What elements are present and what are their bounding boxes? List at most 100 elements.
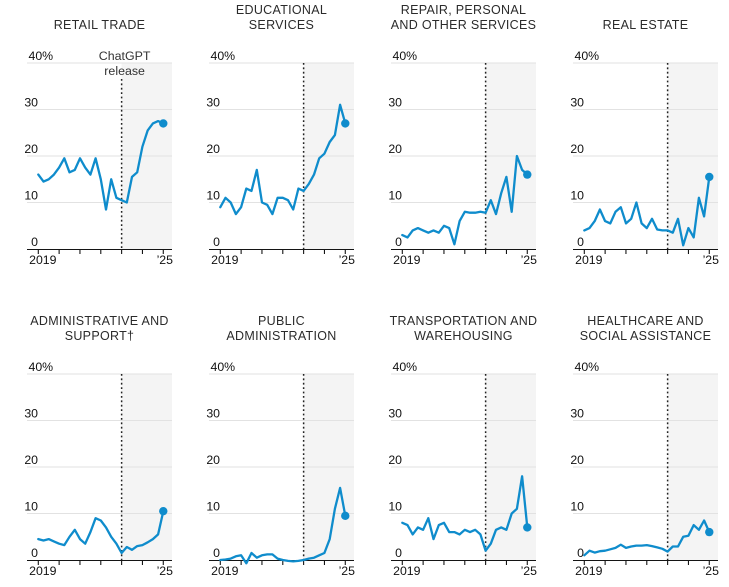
x-tick-label-first: 2019 xyxy=(29,564,57,578)
panel-title-line: REPAIR, PERSONAL xyxy=(400,3,527,17)
panel-title: RETAIL TRADE xyxy=(0,2,182,42)
y-tick-label: 30 xyxy=(388,407,402,421)
series-line xyxy=(401,475,529,552)
x-tick-label-last: ’25 xyxy=(339,564,356,578)
panel-title-line: SERVICES xyxy=(248,18,315,32)
y-tick-label: 30 xyxy=(388,96,402,110)
panel-title-line: HEALTHCARE AND xyxy=(587,314,704,328)
x-tick-label-last: ’25 xyxy=(157,564,174,578)
y-tick-label: 0 xyxy=(577,546,584,560)
panel-title: ADMINISTRATIVE AND SUPPORT† xyxy=(0,313,182,353)
x-tick-label-last: ’25 xyxy=(157,253,174,267)
y-tick-label: 30 xyxy=(24,96,38,110)
y-tick-label: 0 xyxy=(395,235,402,249)
y-tick-label: 40% xyxy=(393,360,418,374)
x-tick-label-first: 2019 xyxy=(211,253,239,267)
chatgpt-release-annotation-line: release xyxy=(104,64,145,78)
panel-healthcare-and-social-assistance: HEALTHCARE AND SOCIAL ASSISTANCE 0 10 20 30 40… xyxy=(546,313,728,587)
y-tick-label: 30 xyxy=(570,96,584,110)
endpoint-dot xyxy=(705,527,714,537)
x-tick-label-first: 2019 xyxy=(211,564,239,578)
endpoint-dot xyxy=(523,170,532,179)
y-tick-label: 20 xyxy=(24,142,38,156)
y-tick-label: 10 xyxy=(24,189,38,203)
panel-title-line: REAL ESTATE xyxy=(602,18,689,32)
chart-educational-services: 0 10 20 30 40% 2019 ’25 xyxy=(206,49,356,267)
y-tick-label: 0 xyxy=(31,235,38,249)
chatgpt-release-annotation-line: ChatGPT xyxy=(99,49,151,63)
series-line xyxy=(219,103,347,216)
endpoint-dot xyxy=(159,119,168,128)
chart-transportation-and-warehousing: 0 10 20 30 40% 2019 ’25 xyxy=(388,360,538,578)
x-tick-label-last: ’25 xyxy=(703,253,720,267)
y-tick-label: 20 xyxy=(570,142,584,156)
panel-repair-personal-and-other-services: REPAIR, PERSONAL AND OTHER SERVICES 0 10 20 3… xyxy=(364,2,546,287)
x-tick-label-first: 2019 xyxy=(29,253,57,267)
series-line xyxy=(583,519,711,557)
chart-healthcare-and-social-assistance: 0 10 20 30 40% 2019 ’25 xyxy=(570,360,720,578)
x-tick-label-first: 2019 xyxy=(575,253,603,267)
panel-title: TRANSPORTATION AND WAREHOUSING xyxy=(364,313,546,353)
panel-title-line: TRANSPORTATION AND xyxy=(389,314,538,328)
y-tick-label: 40% xyxy=(29,49,54,63)
y-tick-label: 10 xyxy=(206,189,220,203)
panel-title-line: RETAIL TRADE xyxy=(53,18,146,32)
panel-title-line: WAREHOUSING xyxy=(414,329,513,343)
y-tick-label: 20 xyxy=(206,453,220,467)
y-tick-label: 30 xyxy=(206,407,220,421)
y-tick-label: 10 xyxy=(388,500,402,514)
panel-title: REAL ESTATE xyxy=(546,2,728,42)
panel-title: EDUCATIONAL SERVICES xyxy=(182,2,364,42)
endpoint-dot xyxy=(341,511,350,521)
y-tick-label: 40% xyxy=(393,49,418,63)
y-tick-label: 40% xyxy=(211,360,236,374)
panel-title-line: AND OTHER SERVICES xyxy=(390,18,537,32)
endpoint-dot xyxy=(341,119,350,128)
y-tick-label: 0 xyxy=(577,235,584,249)
x-tick-label-last: ’25 xyxy=(703,564,720,578)
y-tick-label: 40% xyxy=(575,49,600,63)
panel-title-line: ADMINISTRATION xyxy=(226,329,337,343)
endpoint-dot xyxy=(523,523,532,532)
y-tick-label: 10 xyxy=(570,500,584,514)
panel-transportation-and-warehousing: TRANSPORTATION AND WAREHOUSING 0 10 20 30 40% 2… xyxy=(364,313,546,587)
y-tick-label: 30 xyxy=(24,407,38,421)
y-tick-label: 20 xyxy=(388,453,402,467)
x-tick-label-first: 2019 xyxy=(393,564,421,578)
y-tick-label: 40% xyxy=(29,360,54,374)
endpoint-dot xyxy=(159,506,168,516)
panel-real-estate: REAL ESTATE 0 10 20 30 40% 2019 ’25 xyxy=(546,2,728,287)
x-tick-label-last: ’25 xyxy=(339,253,356,267)
y-tick-label: 0 xyxy=(31,546,38,560)
y-tick-label: 40% xyxy=(575,360,600,374)
y-tick-label: 20 xyxy=(24,453,38,467)
y-tick-label: 30 xyxy=(570,407,584,421)
panel-title-line: EDUCATIONAL xyxy=(235,3,328,17)
chart-repair-personal-and-other-services: 0 10 20 30 40% 2019 ’25 xyxy=(388,49,537,267)
y-tick-label: 10 xyxy=(206,500,220,514)
series-line xyxy=(401,154,529,246)
x-tick-label-last: ’25 xyxy=(521,564,538,578)
panel-public-administration: PUBLIC ADMINISTRATION 0 10 20 30 40% 2019 ’25 xyxy=(182,313,364,587)
panel-title-line: SOCIAL ASSISTANCE xyxy=(579,329,712,343)
x-tick-label-first: 2019 xyxy=(393,253,421,267)
y-tick-label: 20 xyxy=(388,142,402,156)
x-tick-label-first: 2019 xyxy=(575,564,603,578)
panel-retail-trade: RETAIL TRADE 0 10 20 30 40% 2019 ’25 ChatGPT rele… xyxy=(0,2,182,287)
panel-title-line: ADMINISTRATIVE AND xyxy=(30,314,169,328)
endpoint-dot xyxy=(705,172,714,182)
panel-title-line: PUBLIC xyxy=(258,314,305,328)
panel-title: PUBLIC ADMINISTRATION xyxy=(182,313,364,353)
series-line xyxy=(583,175,711,247)
y-tick-label: 0 xyxy=(213,235,220,249)
chart-public-administration: 0 10 20 30 40% 2019 ’25 xyxy=(206,360,356,578)
y-tick-label: 10 xyxy=(570,189,584,203)
y-tick-label: 40% xyxy=(211,49,236,63)
panel-administrative-and-support: ADMINISTRATIVE AND SUPPORT† 0 10 20 30 40% 2019… xyxy=(0,313,182,587)
y-tick-label: 20 xyxy=(206,142,220,156)
y-tick-label: 30 xyxy=(206,96,220,110)
chart-administrative-and-support: 0 10 20 30 40% 2019 ’25 xyxy=(24,360,174,578)
